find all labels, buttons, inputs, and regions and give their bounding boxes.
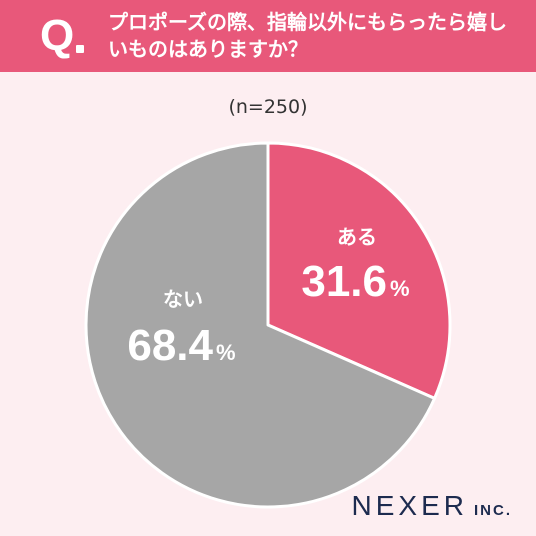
pie-slice-yes (266, 141, 452, 400)
question-text: プロポーズの際、指輪以外にもらったら嬉しいものはありますか？ (108, 10, 507, 61)
pie-slice-no (84, 141, 437, 509)
sample-size-note: (n=250) (228, 96, 308, 118)
logo-wordmark: NEXER (351, 490, 468, 521)
slice-unit-yes: % (390, 276, 410, 301)
logo-suffix: INC. (474, 502, 512, 519)
q-mark: Q (40, 11, 75, 60)
q-dot (76, 45, 84, 53)
nexer-logo: NEXER INC. (352, 490, 512, 522)
slice-unit-no: % (216, 340, 236, 365)
question-header: Q プロポーズの際、指輪以外にもらったら嬉しいものはありますか？ (0, 0, 536, 72)
slice-label-yes: ある (337, 225, 377, 249)
slice-label-no: ない (163, 287, 203, 311)
slice-value-yes: 31.6 (301, 257, 387, 306)
pie-slices (84, 141, 452, 509)
slice-value-no: 68.4 (127, 321, 213, 370)
pie-labels: ある 31.6 % ない 68.4% (127, 225, 409, 370)
